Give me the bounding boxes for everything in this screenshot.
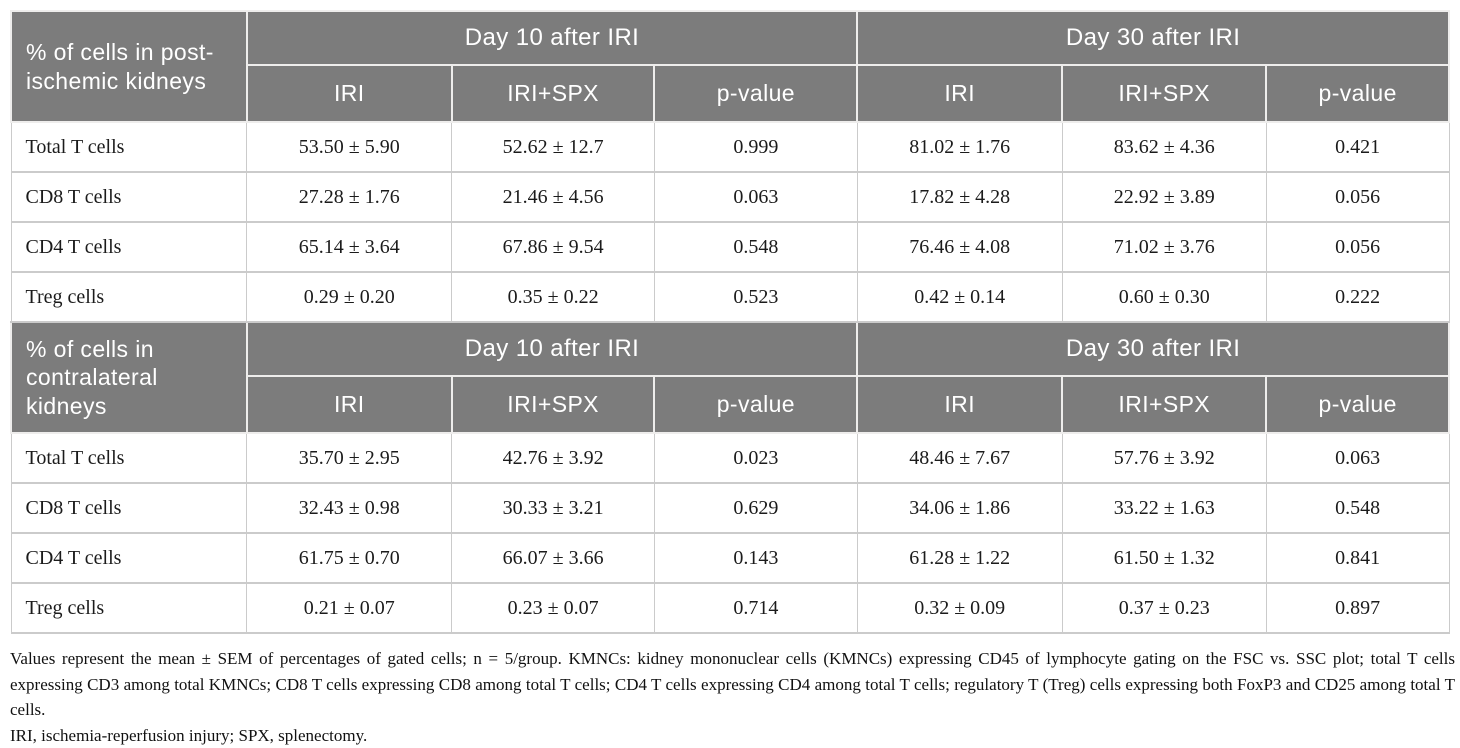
value-cell: 0.143	[654, 533, 857, 583]
table-row: Treg cells 0.29 ± 0.20 0.35 ± 0.22 0.523…	[11, 272, 1449, 322]
row-label: CD4 T cells	[11, 533, 247, 583]
section2-col-irispx-d30: IRI+SPX	[1062, 376, 1266, 433]
section1-day10-header: Day 10 after IRI	[247, 11, 857, 65]
value-cell: 0.548	[1266, 483, 1449, 533]
value-cell: 33.22 ± 1.63	[1062, 483, 1266, 533]
table-row: CD8 T cells 32.43 ± 0.98 30.33 ± 3.21 0.…	[11, 483, 1449, 533]
footnote-abbreviations: IRI, ischemia-reperfusion injury; SPX, s…	[10, 723, 1455, 748]
table-footnotes: Values represent the mean ± SEM of perce…	[10, 646, 1455, 748]
value-cell: 0.21 ± 0.07	[247, 583, 452, 633]
value-cell: 0.60 ± 0.30	[1062, 272, 1266, 322]
value-cell: 0.37 ± 0.23	[1062, 583, 1266, 633]
value-cell: 0.42 ± 0.14	[857, 272, 1062, 322]
row-label: Total T cells	[11, 122, 247, 172]
section1-col-pvalue-d30: p-value	[1266, 65, 1449, 122]
value-cell: 0.29 ± 0.20	[247, 272, 452, 322]
section1-col-iri-d30: IRI	[857, 65, 1062, 122]
section2-col-irispx-d10: IRI+SPX	[452, 376, 655, 433]
row-label: Treg cells	[11, 583, 247, 633]
value-cell: 57.76 ± 3.92	[1062, 433, 1266, 483]
value-cell: 48.46 ± 7.67	[857, 433, 1062, 483]
section2-day-header-row: % of cells in contralateral kidneys Day …	[11, 322, 1449, 376]
value-cell: 0.714	[654, 583, 857, 633]
value-cell: 0.063	[654, 172, 857, 222]
table-row: Total T cells 53.50 ± 5.90 52.62 ± 12.7 …	[11, 122, 1449, 172]
value-cell: 0.897	[1266, 583, 1449, 633]
value-cell: 61.28 ± 1.22	[857, 533, 1062, 583]
value-cell: 0.056	[1266, 172, 1449, 222]
value-cell: 0.23 ± 0.07	[452, 583, 655, 633]
value-cell: 0.35 ± 0.22	[452, 272, 655, 322]
value-cell: 0.063	[1266, 433, 1449, 483]
row-label: CD4 T cells	[11, 222, 247, 272]
row-label: Treg cells	[11, 272, 247, 322]
value-cell: 0.999	[654, 122, 857, 172]
value-cell: 22.92 ± 3.89	[1062, 172, 1266, 222]
value-cell: 0.841	[1266, 533, 1449, 583]
value-cell: 42.76 ± 3.92	[452, 433, 655, 483]
value-cell: 17.82 ± 4.28	[857, 172, 1062, 222]
value-cell: 0.548	[654, 222, 857, 272]
value-cell: 32.43 ± 0.98	[247, 483, 452, 533]
section1-col-iri-d10: IRI	[247, 65, 452, 122]
table-row: Treg cells 0.21 ± 0.07 0.23 ± 0.07 0.714…	[11, 583, 1449, 633]
value-cell: 76.46 ± 4.08	[857, 222, 1062, 272]
value-cell: 34.06 ± 1.86	[857, 483, 1062, 533]
value-cell: 30.33 ± 3.21	[452, 483, 655, 533]
table-row: CD4 T cells 65.14 ± 3.64 67.86 ± 9.54 0.…	[11, 222, 1449, 272]
page: % of cells in post-ischemic kidneys Day …	[0, 0, 1460, 725]
value-cell: 83.62 ± 4.36	[1062, 122, 1266, 172]
table-row: CD4 T cells 61.75 ± 0.70 66.07 ± 3.66 0.…	[11, 533, 1449, 583]
value-cell: 53.50 ± 5.90	[247, 122, 452, 172]
section2-col-pvalue-d10: p-value	[654, 376, 857, 433]
footnote-values: Values represent the mean ± SEM of perce…	[10, 646, 1455, 723]
section1-day30-header: Day 30 after IRI	[857, 11, 1449, 65]
section2-col-pvalue-d30: p-value	[1266, 376, 1449, 433]
value-cell: 61.50 ± 1.32	[1062, 533, 1266, 583]
section1-day-header-row: % of cells in post-ischemic kidneys Day …	[11, 11, 1449, 65]
section2-col-iri-d10: IRI	[247, 376, 452, 433]
value-cell: 52.62 ± 12.7	[452, 122, 655, 172]
value-cell: 0.056	[1266, 222, 1449, 272]
value-cell: 67.86 ± 9.54	[452, 222, 655, 272]
table-row: CD8 T cells 27.28 ± 1.76 21.46 ± 4.56 0.…	[11, 172, 1449, 222]
table-row: Total T cells 35.70 ± 2.95 42.76 ± 3.92 …	[11, 433, 1449, 483]
value-cell: 71.02 ± 3.76	[1062, 222, 1266, 272]
value-cell: 0.523	[654, 272, 857, 322]
t-cell-percentages-table: % of cells in post-ischemic kidneys Day …	[10, 10, 1450, 634]
value-cell: 0.421	[1266, 122, 1449, 172]
section2-corner-header: % of cells in contralateral kidneys	[11, 322, 247, 433]
value-cell: 65.14 ± 3.64	[247, 222, 452, 272]
section1-col-irispx-d30: IRI+SPX	[1062, 65, 1266, 122]
value-cell: 0.222	[1266, 272, 1449, 322]
row-label: CD8 T cells	[11, 483, 247, 533]
value-cell: 21.46 ± 4.56	[452, 172, 655, 222]
section1-col-irispx-d10: IRI+SPX	[452, 65, 655, 122]
section1-corner-header: % of cells in post-ischemic kidneys	[11, 11, 247, 122]
section1-col-pvalue-d10: p-value	[654, 65, 857, 122]
value-cell: 0.32 ± 0.09	[857, 583, 1062, 633]
value-cell: 0.023	[654, 433, 857, 483]
value-cell: 81.02 ± 1.76	[857, 122, 1062, 172]
section2-day30-header: Day 30 after IRI	[857, 322, 1449, 376]
value-cell: 0.629	[654, 483, 857, 533]
row-label: Total T cells	[11, 433, 247, 483]
value-cell: 35.70 ± 2.95	[247, 433, 452, 483]
section2-day10-header: Day 10 after IRI	[247, 322, 857, 376]
section2-col-iri-d30: IRI	[857, 376, 1062, 433]
value-cell: 27.28 ± 1.76	[247, 172, 452, 222]
row-label: CD8 T cells	[11, 172, 247, 222]
value-cell: 66.07 ± 3.66	[452, 533, 655, 583]
value-cell: 61.75 ± 0.70	[247, 533, 452, 583]
